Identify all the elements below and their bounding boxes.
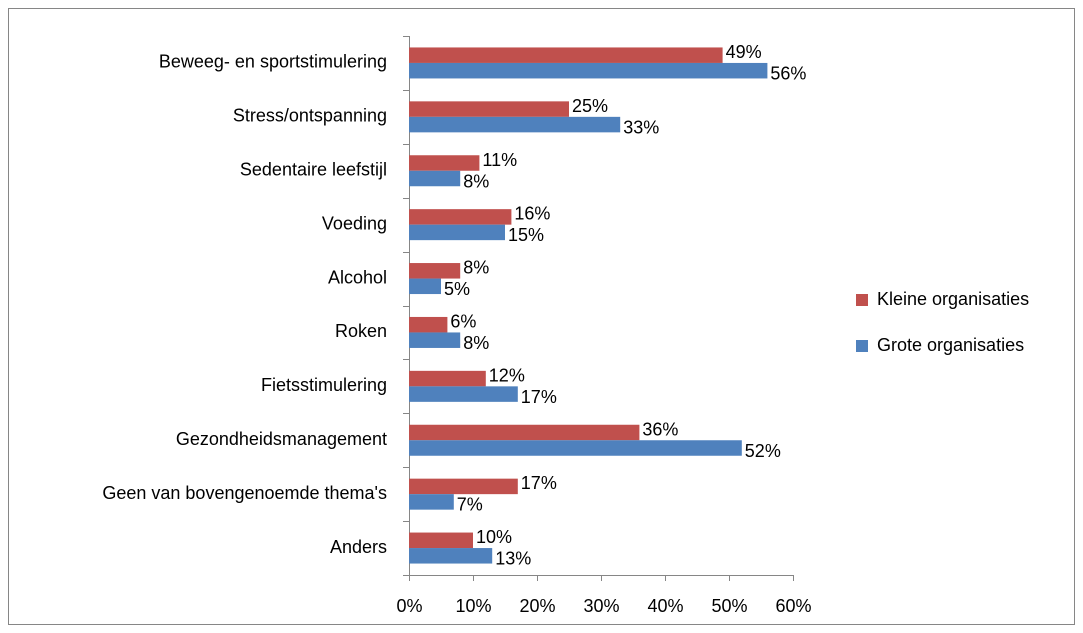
legend-swatch [856,294,868,306]
y-tick-label: Gezondheidsmanagement [176,429,387,449]
y-tick-label: Voeding [322,213,387,233]
value-label: 5% [444,279,470,299]
value-label: 17% [521,473,557,493]
legend-label: Grote organisaties [877,335,1024,355]
value-label: 13% [495,549,531,569]
value-label: 25% [572,96,608,116]
y-tick-label: Geen van bovengenoemde thema's [102,483,387,503]
value-label: 11% [482,150,517,170]
legend-label: Kleine organisaties [877,289,1029,309]
y-tick-label: Stress/ontspanning [233,106,387,126]
x-tick-label: 30% [583,596,619,616]
x-tick-label: 10% [455,596,491,616]
x-tick-label: 40% [647,596,683,616]
bar [409,116,621,133]
x-tick-label: 60% [775,596,811,616]
bar [409,532,473,549]
value-label: 10% [476,527,512,547]
bar [409,370,486,387]
bar [409,424,640,441]
bar [409,440,742,456]
value-label: 17% [521,387,557,407]
value-label: 8% [463,171,489,191]
bar [409,209,512,225]
y-tick-label: Alcohol [328,267,387,287]
y-tick-label: Beweeg- en sportstimulering [159,52,387,72]
chart-border [8,8,1075,625]
bar [409,386,518,402]
value-label: 8% [463,258,489,278]
bar [409,155,480,171]
y-tick-label: Sedentaire leefstijl [240,160,387,180]
bar [409,224,505,241]
bar [409,332,461,348]
value-label: 8% [463,333,489,353]
value-label: 16% [514,204,550,224]
bar [409,47,723,63]
value-label: 12% [489,365,525,385]
value-label: 56% [770,63,806,83]
bar [409,478,518,495]
bar [409,494,454,510]
y-tick-label: Roken [335,321,387,341]
x-tick-label: 50% [711,596,747,616]
legend-swatch [856,340,868,352]
x-tick-label: 0% [396,596,422,616]
value-label: 33% [623,117,659,137]
bar [409,548,493,564]
value-label: 15% [508,225,544,245]
bar [409,263,461,279]
value-label: 36% [642,419,678,439]
value-label: 52% [745,441,781,461]
value-label: 49% [726,42,762,62]
value-label: 7% [457,495,483,515]
bar [409,278,441,295]
bar [409,62,768,79]
bar [409,316,448,333]
bar [409,170,461,187]
x-tick-label: 20% [519,596,555,616]
y-tick-label: Fietsstimulering [261,375,387,395]
bar [409,101,569,117]
value-label: 6% [450,311,476,331]
y-tick-label: Anders [330,537,387,557]
